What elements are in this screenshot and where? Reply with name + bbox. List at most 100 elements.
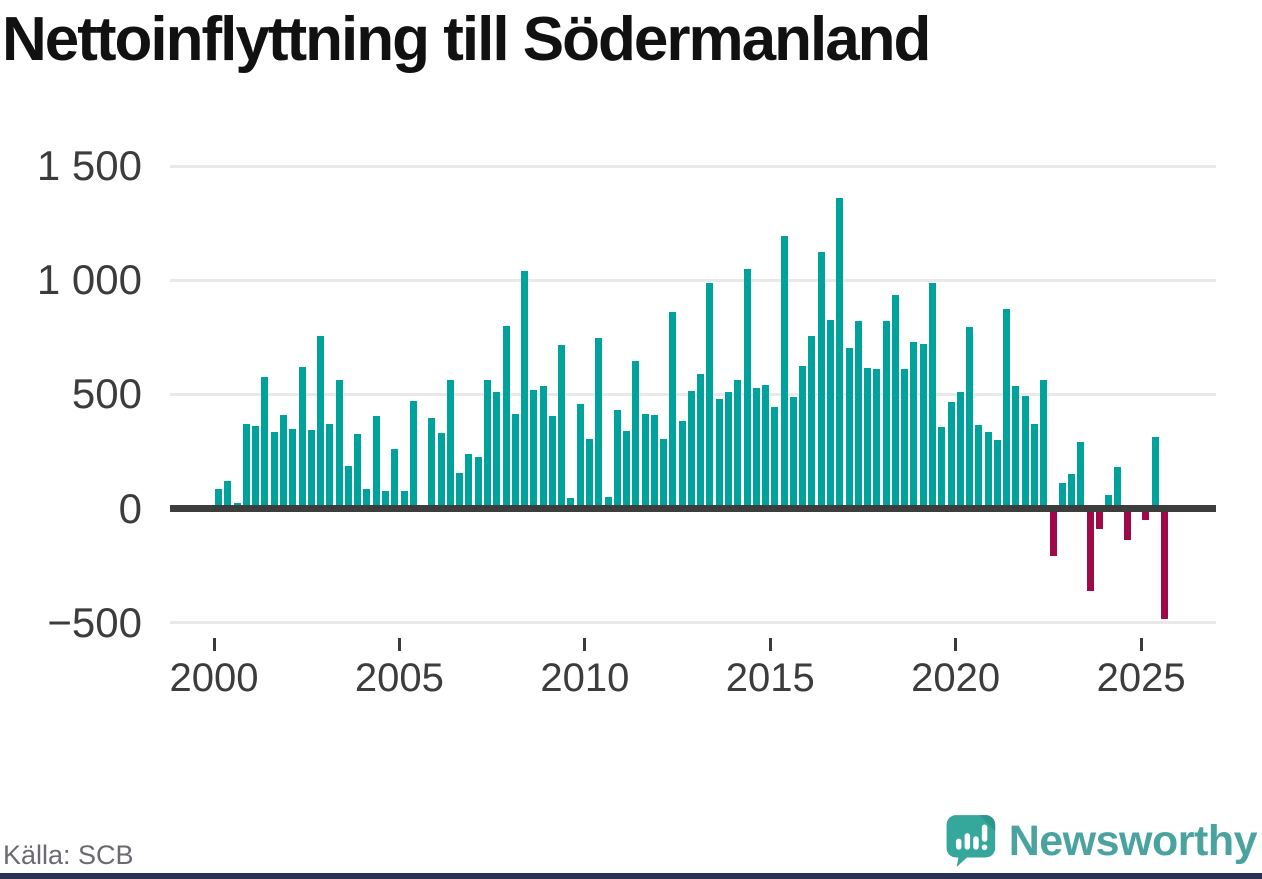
bar-2015 Q2 [780,235,788,509]
source-note: Källa: SCB [3,840,134,870]
bar-2004 Q2 [372,416,380,509]
bar-2020 Q4 [984,432,992,509]
bar-2016 Q3 [827,320,835,509]
bar-2011 Q4 [650,414,658,509]
bar-2004 Q4 [391,449,399,509]
x-tick-2010 [583,638,587,651]
bar-2001 Q3 [270,432,278,509]
bar-2021 Q3 [1012,386,1020,509]
bar-2019 Q3 [938,427,946,509]
bar-2018 Q1 [882,321,890,509]
bar-2002 Q4 [317,336,325,509]
bar-2015 Q4 [799,365,807,509]
bar-2022 Q4 [1058,483,1066,509]
bar-2007 Q3 [493,392,501,509]
bar-2003 Q3 [344,466,352,509]
bar-2013 Q3 [715,398,723,509]
x-tick-2020 [954,638,958,651]
bar-2025 Q2 [1151,436,1159,509]
bar-2023 Q4 [1095,508,1103,530]
bar-chart-speech-bubble-icon [946,815,996,867]
newsworthy-wordmark: Newsworthy [1008,816,1258,865]
bar-2022 Q1 [1030,424,1038,509]
bar-2011 Q3 [641,413,649,509]
bar-2020 Q1 [956,392,964,509]
bar-2013 Q1 [697,373,705,509]
bar-2008 Q4 [539,386,547,509]
bar-2017 Q1 [845,347,853,509]
bar-2012 Q1 [660,438,668,509]
bar-2017 Q4 [873,369,881,509]
x-axis-label: 2005 [354,656,444,700]
bar-2016 Q4 [836,198,844,509]
bar-2017 Q3 [864,368,872,509]
bar-2018 Q4 [910,341,918,509]
bar-2020 Q3 [975,425,983,509]
bar-2020 Q2 [966,327,974,509]
bar-2013 Q2 [706,282,714,509]
bar-2003 Q4 [354,434,362,509]
x-axis-label: 2025 [1096,656,1186,700]
bar-2021 Q2 [1003,308,1011,509]
footer-accent-bar [0,873,1262,879]
bar-2011 Q2 [632,361,640,509]
bar-2003 Q1 [326,424,334,509]
bar-2008 Q2 [521,271,529,509]
bar-2019 Q2 [929,282,936,509]
bar-2010 Q3 [604,497,612,509]
bar-2004 Q3 [382,491,389,509]
bar-2021 Q4 [1021,395,1029,509]
bar-2002 Q2 [298,367,306,509]
bar-2005 Q2 [409,401,417,509]
bar-2006 Q3 [456,473,464,509]
bar-2023 Q2 [1077,442,1085,509]
bar-2017 Q2 [854,321,862,509]
bar-2022 Q3 [1049,508,1057,557]
y-axis-label: 0 [118,484,142,532]
bar-2012 Q4 [687,390,695,509]
bar-2001 Q2 [261,377,269,509]
bar-2000 Q4 [242,424,250,509]
bar-2009 Q1 [548,416,556,509]
bar-2018 Q2 [891,295,899,509]
bar-2003 Q2 [335,379,343,509]
zero-axis-line [170,505,1216,512]
bar-2014 Q1 [734,379,742,509]
gridline-1000 [170,278,1216,282]
bar-2008 Q3 [530,389,538,509]
bar-2016 Q1 [808,336,816,509]
bar-2010 Q4 [613,410,621,509]
gridline--500 [170,621,1216,625]
x-axis-label: 2000 [169,656,259,700]
bar-2002 Q1 [289,428,297,509]
bar-2007 Q4 [502,325,510,509]
x-axis-label: 2020 [911,656,1001,700]
bar-2019 Q1 [919,344,927,509]
bar-2006 Q1 [437,433,445,509]
bar-2010 Q2 [595,338,603,509]
x-axis-label: 2015 [725,656,815,700]
bar-2012 Q2 [669,312,677,509]
x-axis-label: 2010 [540,656,630,700]
bar-2022 Q2 [1040,379,1048,509]
x-tick-2000 [212,638,216,651]
bar-2019 Q4 [947,402,955,509]
bar-2008 Q1 [511,413,519,509]
y-axis-label: 1 000 [36,256,142,304]
bar-2016 Q2 [817,251,825,509]
bar-2021 Q1 [993,440,1001,509]
y-axis-label: 500 [71,370,142,418]
bar-2015 Q3 [789,396,797,509]
bar-2007 Q1 [474,457,482,509]
gridline-1500 [170,164,1216,168]
x-tick-2025 [1139,638,1143,651]
bar-2005 Q4 [428,418,436,509]
bar-2015 Q1 [771,406,779,509]
bar-2014 Q3 [752,387,760,509]
bar-2025 Q3 [1160,508,1168,620]
newsworthy-logo: Newsworthy [945,808,1258,874]
bar-2013 Q4 [725,392,733,509]
bar-2000 Q1 [215,489,223,509]
y-axis-label: −500 [47,598,142,646]
